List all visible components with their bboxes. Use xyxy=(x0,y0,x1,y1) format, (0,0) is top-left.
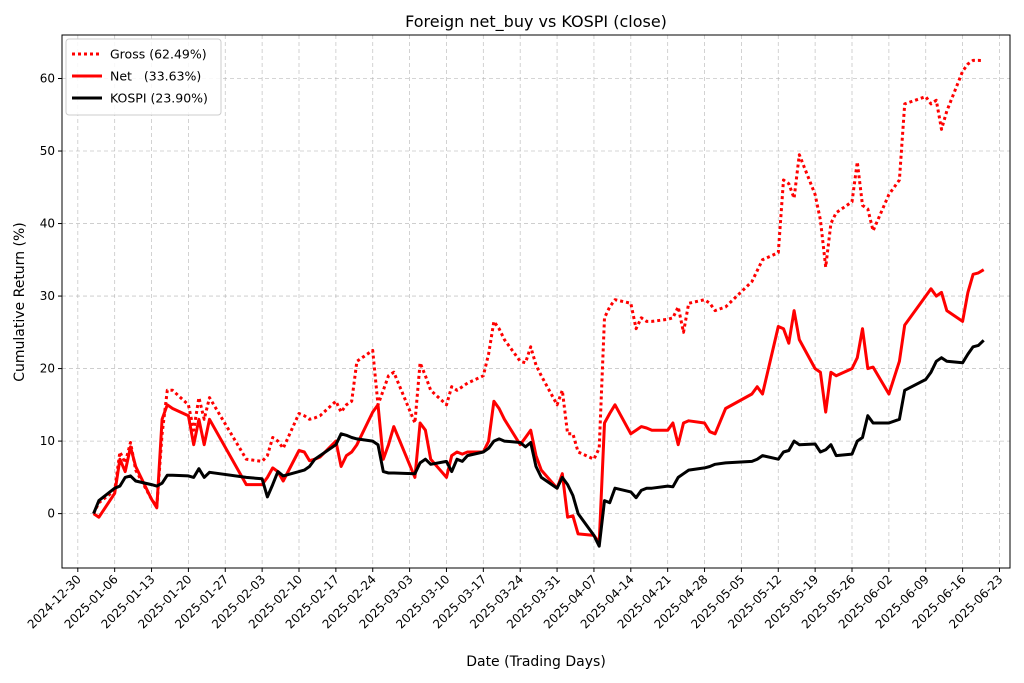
y-tick-label: 20 xyxy=(40,362,55,376)
legend-label-net: Net (33.63%) xyxy=(110,69,201,84)
series-line-net xyxy=(92,268,985,545)
y-tick-label: 0 xyxy=(47,507,55,521)
x-axis: 2024-12-302025-01-062025-01-132025-01-20… xyxy=(25,568,1006,631)
legend: Gross (62.49%) Net (33.63%) KOSPI (23.90%) xyxy=(65,38,222,116)
y-axis-label: Cumulative Return (%) xyxy=(12,222,28,382)
y-tick-label: 60 xyxy=(40,72,55,86)
plot-frame xyxy=(61,34,1011,569)
legend-label-kospi: KOSPI (23.90%) xyxy=(110,91,208,106)
chart-title: Foreign net_buy vs KOSPI (close) xyxy=(405,12,667,32)
series-layer xyxy=(92,58,985,548)
legend-label-gross: Gross (62.49%) xyxy=(110,47,207,62)
y-tick-label: 50 xyxy=(40,144,55,158)
y-tick-label: 40 xyxy=(40,217,55,231)
legend-box xyxy=(65,38,222,116)
series-line-kospi xyxy=(92,339,985,548)
y-tick-label: 10 xyxy=(40,434,55,448)
y-axis: 0 10 20 30 40 50 60 xyxy=(40,72,62,521)
grid-layer xyxy=(62,35,1010,568)
series-line-gross xyxy=(92,58,984,515)
x-axis-label: Date (Trading Days) xyxy=(466,654,606,670)
y-tick-label: 30 xyxy=(40,289,55,303)
